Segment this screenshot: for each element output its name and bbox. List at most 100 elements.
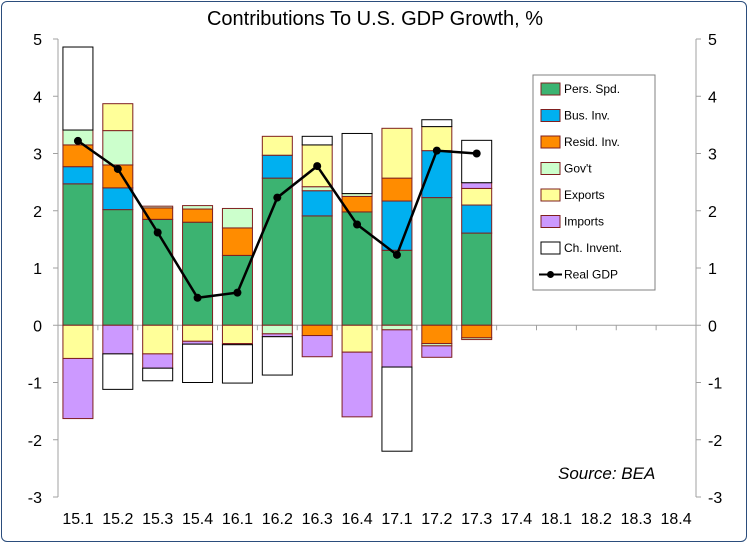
legend-label-imports: Imports [564,215,604,229]
legend-swatch-bus_inv [540,109,561,122]
bar-segment-ch_invent [62,46,94,131]
real-gdp-point [113,164,122,173]
bar-segment-ch_invent [221,344,253,384]
y-tick-label-left: 4 [33,89,42,106]
legend-swatch-pers_spd [540,82,561,96]
x-tick-label: 16.4 [341,511,372,528]
bar-segment-govt [301,186,333,192]
real-gdp-point [73,136,82,145]
y-tick-label-right: -2 [708,433,722,450]
y-tick-label-left: -1 [28,376,42,393]
legend-swatch-imports [540,215,561,228]
bar-segment-imports [461,182,493,189]
y-tick-label-left: -2 [28,433,42,450]
legend-label-bus_inv: Bus. Inv. [564,109,610,123]
y-tick-label-left: 3 [33,147,42,164]
bar-segment-govt [221,207,253,229]
bar-segment-imports [301,335,333,358]
y-tick-label-right: 5 [708,32,717,49]
bar-segment-resid_inv [381,177,413,202]
bar-segment-exports [102,103,134,132]
legend-label-resid_inv: Resid. Inv. [564,135,620,149]
bar-segment-pers_spd [62,183,94,326]
bar-segment-exports [421,126,453,152]
y-tick-label-right: -1 [708,376,722,393]
bar-segment-govt [102,130,134,166]
bar-segment-resid_inv [301,324,333,337]
chart-title: Contributions To U.S. GDP Growth, % [206,8,544,30]
bar-segment-exports [261,135,293,156]
bar-segment-exports [182,324,214,342]
x-tick-label: 18.1 [541,511,572,528]
x-tick-label: 17.2 [421,511,452,528]
bar-segment-exports [461,187,493,206]
bars [62,46,493,452]
bar-segment-ch_invent [301,135,333,146]
bar-segment-imports [102,324,134,355]
bar-segment-imports [381,329,413,368]
real-gdp-point [432,146,441,155]
bar-segment-ch_invent [142,367,174,382]
bar-segment-bus_inv [421,150,453,199]
bar-segment-imports [62,357,94,420]
x-tick-label: 18.3 [621,511,652,528]
legend-label-ch_invent: Ch. Invent. [564,241,622,255]
bar-segment-exports [381,127,413,179]
y-tick-label-right: 0 [708,318,717,335]
bar-segment-bus_inv [301,190,333,217]
bar-segment-ch_invent [261,336,293,376]
bar-segment-pers_spd [142,218,174,326]
bar-segment-ch_invent [461,139,493,184]
y-tick-label-left: 5 [33,32,42,49]
x-tick-label: 18.2 [581,511,612,528]
bar-segment-govt [182,205,214,210]
legend-label-real_gdp: Real GDP [564,268,618,282]
real-gdp-point [392,250,401,259]
real-gdp-point [353,220,362,229]
bar-segment-ch_invent [341,132,373,195]
bar-segment-govt [261,324,293,335]
y-tick-label-left: 0 [33,318,42,335]
bar-segment-exports [142,324,174,355]
legend-label-pers_spd: Pers. Spd. [564,82,620,96]
axes [53,38,701,498]
legend: Pers. Spd. Bus. Inv. Resid. Inv. Gov't Expor… [532,74,656,291]
bar-segment-resid_inv [421,324,453,345]
bar-segment-pers_spd [461,232,493,326]
source-note: Source: BEA [558,464,656,483]
bar-segment-ch_invent [421,119,453,128]
x-tick-label: 15.3 [142,511,173,528]
bar-segment-pers_spd [301,215,333,326]
x-tick-label: 15.4 [182,511,213,528]
legend-swatch-exports [540,188,561,202]
bar-segment-imports [142,353,174,369]
y-tick-label-left: 1 [33,261,42,278]
x-tick-label: 17.3 [461,511,492,528]
bar-segment-bus_inv [461,204,493,234]
bar-segment-imports [341,351,373,418]
bar-segment-imports [421,345,453,358]
bar-segment-pers_spd [182,221,214,326]
x-tick-label: 16.3 [302,511,333,528]
x-tick-label: 16.2 [262,511,293,528]
x-tick-label: 18.4 [660,511,691,528]
x-tick-label: 15.1 [62,511,93,528]
y-tick-label-right: 4 [708,89,717,106]
bar-segment-bus_inv [102,187,134,211]
real-gdp-point [233,288,242,297]
bar-segment-resid_inv [221,227,253,256]
x-tick-label: 15.2 [102,511,133,528]
y-tick-label-right: 2 [708,204,717,221]
bar-segment-resid_inv [182,208,214,223]
real-gdp-line [73,136,481,302]
x-tick-label: 17.1 [381,511,412,528]
bar-segment-govt [461,337,493,341]
legend-box [532,74,656,291]
real-gdp-point [193,293,202,302]
bar-segment-pers_spd [341,211,373,326]
bar-segment-exports [341,324,373,353]
legend-swatch-govt [540,162,561,175]
y-tick-label-right: 3 [708,147,717,164]
y-tick-label-right: 1 [708,261,717,278]
bar-segment-pers_spd [102,209,134,326]
